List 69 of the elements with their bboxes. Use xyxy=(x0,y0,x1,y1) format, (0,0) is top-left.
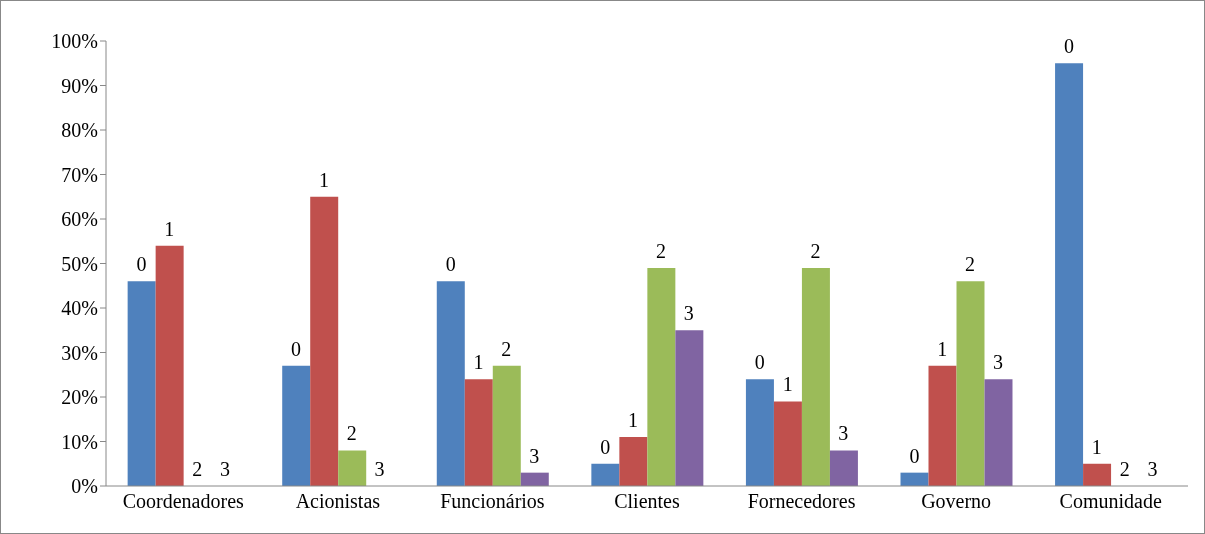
bar xyxy=(900,472,929,486)
bar xyxy=(520,472,549,486)
bar xyxy=(492,365,521,486)
text: 3 xyxy=(1147,458,1158,480)
bar xyxy=(928,365,957,486)
bar xyxy=(338,450,367,486)
y-tick-label: 60% xyxy=(61,208,98,231)
text: 2 xyxy=(192,458,203,480)
bar xyxy=(675,330,704,486)
text: 1 xyxy=(628,409,639,432)
text: 3 xyxy=(992,351,1003,374)
bar xyxy=(282,365,311,486)
text: 2 xyxy=(965,253,976,276)
text: 3 xyxy=(220,458,231,480)
bar xyxy=(1083,463,1112,486)
x-tick-label: Fornecedores xyxy=(747,490,856,513)
text: 0 xyxy=(1063,35,1074,58)
text: 1 xyxy=(318,168,329,191)
bar xyxy=(829,450,858,486)
text: 1 xyxy=(782,373,793,396)
bar xyxy=(773,401,802,486)
text: 1 xyxy=(473,351,484,374)
text: 0 xyxy=(600,435,611,458)
x-tick-label: Comunidade xyxy=(1059,490,1162,513)
x-tick-label: Acionistas xyxy=(295,490,381,513)
series-label: 3 xyxy=(529,444,540,467)
y-tick-label: 0% xyxy=(71,475,98,498)
y-tick-label: 90% xyxy=(61,74,98,97)
text: 0 xyxy=(445,253,456,276)
text: 1 xyxy=(1091,435,1102,458)
text: 2 xyxy=(810,239,821,262)
x-tick-label: Governo xyxy=(921,490,992,513)
text: 3 xyxy=(683,302,694,325)
x-tick-label: Coordenadores xyxy=(122,490,245,513)
x-tick-label: Clientes xyxy=(614,490,680,513)
y-tick-label: 70% xyxy=(61,163,98,186)
text: 0 xyxy=(291,337,302,360)
y-tick-label: 10% xyxy=(61,430,98,453)
text: 2 xyxy=(655,239,666,262)
y-tick-label: 50% xyxy=(61,252,98,275)
y-tick-label: 40% xyxy=(61,297,98,320)
text: 0 xyxy=(909,444,920,467)
series-label: 2 xyxy=(346,422,357,445)
text: 2 xyxy=(501,337,512,360)
bar xyxy=(436,281,465,486)
bar xyxy=(127,281,156,486)
y-tick-label: 30% xyxy=(61,341,98,364)
x-tick-label: Funcionários xyxy=(440,490,545,513)
bar xyxy=(801,267,830,486)
bar xyxy=(591,463,620,486)
bar xyxy=(647,267,676,486)
series-label: 0 xyxy=(136,253,147,276)
bar xyxy=(956,281,985,486)
bar xyxy=(464,379,493,486)
series-label: 1 xyxy=(164,217,175,240)
text: 0 xyxy=(754,351,765,374)
bar xyxy=(1055,63,1084,486)
text: 3 xyxy=(374,458,385,480)
bar xyxy=(745,379,774,486)
y-tick-label: 20% xyxy=(61,386,98,409)
bar xyxy=(155,245,184,486)
bar xyxy=(619,437,648,486)
text: 3 xyxy=(838,422,849,445)
y-tick-label: 100% xyxy=(51,30,98,53)
y-tick-label: 80% xyxy=(61,119,98,142)
text: 2 xyxy=(1119,458,1130,480)
bar xyxy=(310,196,339,486)
text: 1 xyxy=(937,337,948,360)
bar xyxy=(984,379,1013,486)
